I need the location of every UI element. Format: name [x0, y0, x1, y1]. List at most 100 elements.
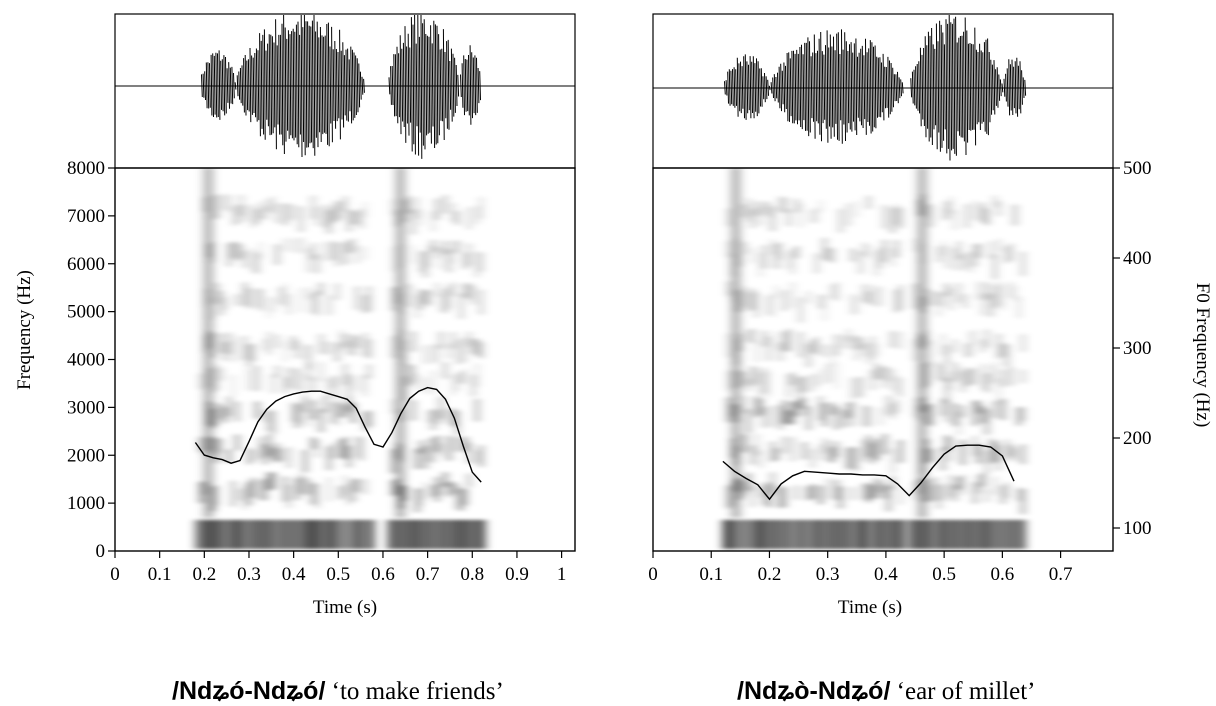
left-formant-band [259, 241, 263, 260]
left-formant-band [271, 195, 275, 214]
left-voice-bar-0 [339, 519, 342, 549]
left-f0-contour [194, 386, 482, 483]
left-voice-bar-0 [267, 519, 270, 549]
right-formant-band [790, 248, 795, 275]
left-x-tick-label: 0.2 [192, 564, 216, 585]
right-formant-band [997, 238, 1001, 253]
right-formant-band [993, 440, 997, 463]
left-formant-band [303, 372, 307, 395]
left-formant-band [447, 284, 451, 309]
left-formant-band [423, 345, 427, 365]
right-formant-band [933, 291, 937, 306]
left-x-tick-label: 0.8 [460, 564, 484, 585]
right-formant-band [1009, 367, 1013, 386]
right-formant-band [973, 400, 977, 426]
left-voice-bar-0 [294, 519, 297, 549]
left-formant-band [467, 442, 471, 464]
right-formant-band [790, 372, 795, 386]
left-formant-band [311, 400, 315, 420]
right-formant-band [758, 450, 763, 469]
left-formant-band [271, 447, 275, 461]
right-formant-band [746, 292, 751, 312]
left-formant-band [319, 361, 323, 382]
right-formant-band [798, 331, 803, 358]
right-voice-bar-0 [827, 519, 831, 549]
left-formant-band [259, 288, 263, 311]
right-formant-band [1021, 251, 1025, 277]
right-voice-bar-0 [833, 519, 837, 549]
right-formant-band [985, 450, 989, 474]
left-formant-band [283, 283, 287, 308]
left-waveform-segment-2 [387, 14, 460, 159]
left-formant-band [419, 440, 423, 454]
left-voice-bar-1 [450, 519, 453, 549]
left-voice-bar-1 [480, 519, 483, 549]
left-formant-band [419, 488, 423, 507]
left-formant-band [447, 482, 451, 498]
right-voice-bar-0 [791, 519, 795, 549]
left-voice-bar-1 [459, 519, 462, 549]
left-formant-band [439, 443, 443, 457]
right-formant-band [750, 486, 755, 508]
left-formant-band [451, 331, 455, 349]
right-formant-band [798, 377, 803, 397]
left-formant-band [247, 481, 251, 506]
left-voice-bar-0 [255, 519, 258, 549]
left-voice-bar-1 [432, 519, 435, 549]
right-formant-band [890, 248, 895, 267]
left-voice-bar-0 [270, 519, 273, 549]
left-formant-band [311, 242, 315, 260]
left-formant-band [391, 336, 395, 358]
left-voice-bar-0 [249, 519, 252, 549]
left-formant-band [415, 197, 419, 219]
right-voice-bar-1 [945, 519, 948, 549]
right-formant-band [830, 284, 835, 300]
right-formant-band [782, 487, 787, 508]
right-formant-band [898, 331, 903, 350]
left-formant-band [307, 344, 311, 370]
right-formant-band [754, 396, 759, 418]
right-plot-frame [652, 167, 1114, 552]
left-formant-band [287, 367, 291, 389]
left-formant-band [259, 201, 263, 220]
right-voice-bar-0 [758, 519, 762, 549]
right-formant-band [878, 247, 883, 269]
left-voice-bar-0 [243, 519, 246, 549]
right-formant-band [746, 198, 751, 222]
left-x-tick-label: 0.9 [505, 564, 529, 585]
right-formant-band [957, 476, 961, 490]
right-formant-band [750, 247, 755, 264]
left-formant-band [239, 194, 243, 217]
right-voice-bar-0 [725, 519, 729, 549]
right-voice-bar-0 [806, 519, 810, 549]
left-voice-bar-1 [399, 519, 402, 549]
right-formant-band [806, 343, 811, 368]
left-voice-bar-0 [210, 519, 213, 549]
right-formant-band [997, 378, 1001, 404]
right-formant-band [870, 369, 875, 391]
left-formant-band [363, 374, 367, 397]
right-formant-band [973, 243, 977, 267]
left-formant-band [275, 203, 279, 224]
right-caption: /Ndʑò-Ndʑó/ ‘ear of millet’ [737, 677, 1035, 706]
right-formant-band [977, 400, 981, 414]
right-formant-band [754, 367, 759, 384]
left-formant-band [367, 410, 371, 428]
right-voice-bar-1 [918, 519, 921, 549]
right-formant-band [846, 402, 851, 419]
left-formant-band [247, 368, 251, 391]
right-formant-band [981, 339, 985, 353]
left-formant-band [311, 292, 315, 314]
left-formant-band [411, 331, 415, 353]
left-formant-band [267, 198, 271, 212]
right-voice-bar-1 [957, 519, 960, 549]
left-voice-bar-0 [213, 519, 216, 549]
right-formant-band [742, 434, 747, 453]
right-waveform-segment-1 [769, 29, 904, 144]
right-voice-bar-0 [890, 519, 894, 549]
left-formant-band [463, 283, 467, 298]
right-formant-band [782, 400, 787, 425]
right-voice-bar-1 [915, 519, 918, 549]
left-formant-band [359, 208, 363, 229]
left-formant-band [355, 210, 359, 225]
